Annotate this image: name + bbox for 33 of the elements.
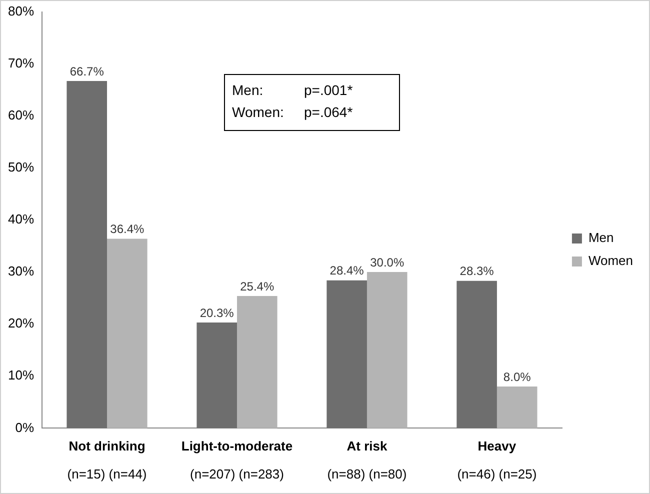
bar: [236, 296, 278, 428]
bar: [366, 272, 408, 428]
bar: [456, 280, 497, 428]
y-tick-label: 20%: [8, 316, 34, 331]
y-tick-label: 10%: [8, 368, 34, 383]
x-tick-label: Not drinking (n=15) (n=44): [67, 438, 147, 482]
bar: [496, 386, 538, 428]
legend-label: Men: [588, 230, 614, 246]
data-label: 28.3%: [460, 264, 494, 278]
bar: [196, 322, 237, 428]
x-tick-label: Heavy (n=46) (n=25): [457, 438, 537, 482]
data-label: 36.4%: [110, 222, 144, 236]
text: Men: p=.001*: [232, 82, 353, 98]
data-label: 20.3%: [200, 306, 234, 320]
y-tick-label: 70%: [8, 55, 34, 70]
data-label: 28.4%: [330, 264, 364, 278]
legend-label: Women: [588, 253, 634, 268]
y-tick-label: 80%: [8, 3, 34, 18]
x-tick-label: At risk (n=88) (n=80): [327, 438, 407, 482]
text: Women: p=.064*: [232, 104, 353, 120]
y-tick-label: 60%: [8, 107, 34, 122]
data-label: 8.0%: [503, 370, 532, 384]
y-tick-label: 50%: [8, 160, 34, 175]
y-tick-label: 40%: [8, 212, 34, 227]
bar: [326, 280, 367, 428]
y-tick-label: 30%: [8, 264, 34, 279]
data-label: 30.0%: [370, 255, 404, 270]
y-tick-label: 0%: [15, 420, 34, 435]
data-label: 66.7%: [70, 64, 104, 78]
bar: [107, 238, 148, 428]
x-tick-label: Light-to-moderate (n=207) (n=283): [181, 438, 293, 482]
data-label: 25.4%: [240, 279, 274, 294]
bar: [66, 81, 108, 428]
